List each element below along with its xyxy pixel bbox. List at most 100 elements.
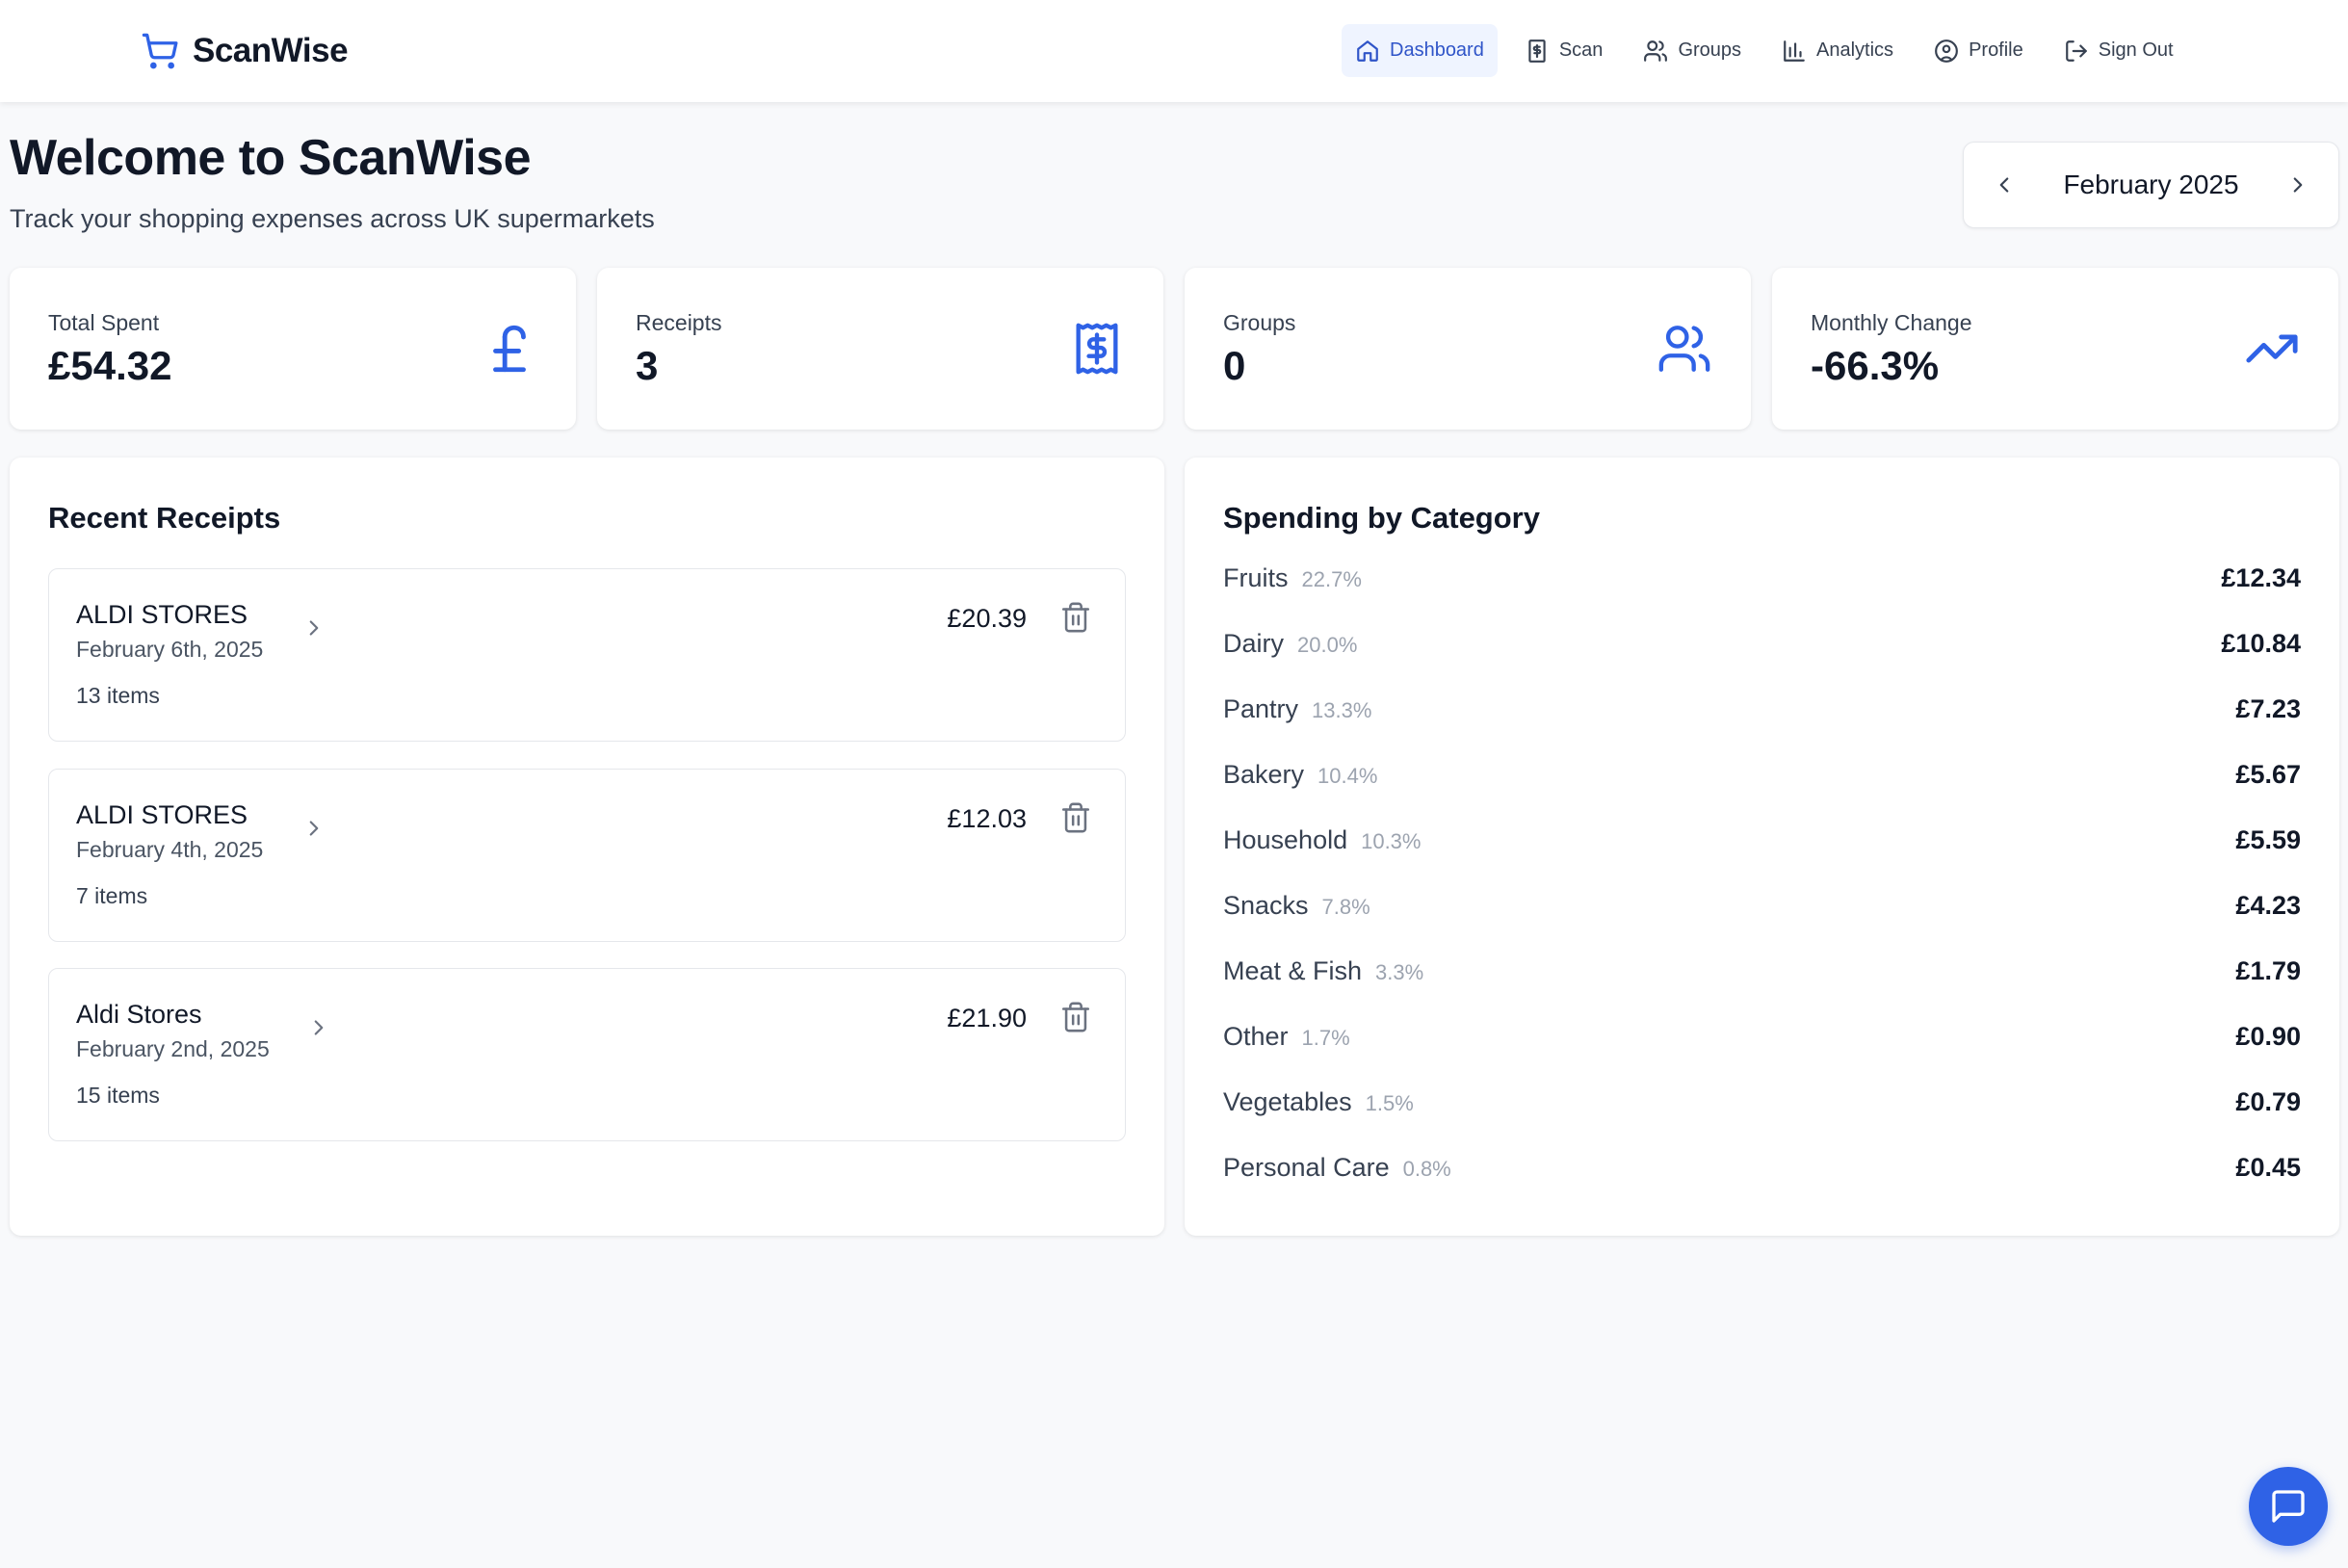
page-subtitle: Track your shopping expenses across UK s…: [10, 204, 655, 233]
receipt-card[interactable]: ALDI STORES February 6th, 2025 13 items …: [48, 568, 1126, 742]
brand-name: ScanWise: [193, 32, 349, 69]
nav-scan[interactable]: Scan: [1511, 24, 1617, 77]
category-row: Fruits 22.7% £12.34: [1223, 563, 2301, 602]
nav-sign-out-label: Sign Out: [2098, 39, 2174, 61]
trash-icon[interactable]: [1059, 1001, 1092, 1033]
category-row: Household 10.3% £5.59: [1223, 825, 2301, 864]
trending-up-icon: [2246, 334, 2298, 363]
category-row: Meat & Fish 3.3% £1.79: [1223, 956, 2301, 995]
stat-card-monthly-change: Monthly Change -66.3%: [1772, 268, 2338, 430]
receipt-dollar-icon: [1528, 39, 1546, 63]
category-amount: £10.84: [2221, 629, 2301, 658]
nav-analytics[interactable]: Analytics: [1768, 24, 1907, 77]
receipt-date: February 4th, 2025: [76, 837, 264, 862]
category-name: Bakery: [1223, 760, 1305, 789]
stat-card-groups: Groups 0: [1185, 268, 1751, 430]
category-amount: £4.23: [2235, 891, 2301, 920]
receipt-card[interactable]: Aldi Stores February 2nd, 2025 15 items …: [48, 968, 1126, 1141]
pound-sign-icon: [493, 325, 526, 373]
category-row: Pantry 13.3% £7.23: [1223, 694, 2301, 733]
category-name: Dairy: [1223, 629, 1285, 658]
receipt-item-count: 7 items: [76, 883, 148, 908]
month-label: February 2025: [2063, 170, 2239, 199]
spending-by-category-title: Spending by Category: [1223, 501, 1540, 535]
user-circle-icon: [1935, 39, 1958, 63]
stat-card-receipts: Receipts 3: [597, 268, 1163, 430]
category-row: Bakery 10.4% £5.67: [1223, 760, 2301, 798]
message-square-icon: [2272, 1490, 2305, 1523]
chat-button[interactable]: [2249, 1467, 2328, 1546]
nav-dashboard-label: Dashboard: [1390, 39, 1484, 61]
category-name: Meat & Fish: [1223, 956, 1363, 985]
nav-analytics-label: Analytics: [1816, 39, 1894, 61]
main-nav: Dashboard Scan Groups Analytics: [1342, 24, 2187, 77]
stat-card-total-spent: Total Spent £54.32: [10, 268, 576, 430]
users-icon: [1644, 39, 1668, 62]
receipt-store: ALDI STORES: [76, 800, 248, 829]
nav-dashboard[interactable]: Dashboard: [1342, 24, 1498, 77]
category-amount: £0.90: [2235, 1022, 2301, 1051]
receipt-item-count: 13 items: [76, 683, 160, 708]
chevron-right-icon: [2293, 177, 2303, 193]
stat-label: Groups: [1223, 310, 1296, 335]
bar-chart-icon: [1784, 39, 1805, 62]
category-name: Household: [1223, 825, 1348, 854]
category-amount: £5.67: [2235, 760, 2301, 789]
category-amount: £7.23: [2235, 694, 2301, 723]
receipt-amount: £12.03: [947, 804, 1027, 833]
category-percent: 0.8%: [1402, 1157, 1451, 1181]
nav-groups-label: Groups: [1678, 39, 1742, 61]
top-navbar: ScanWise Dashboard Scan Groups: [0, 0, 2348, 102]
category-row: Other 1.7% £0.90: [1223, 1022, 2301, 1060]
trash-icon[interactable]: [1059, 601, 1092, 634]
category-name: Other: [1223, 1022, 1289, 1051]
category-amount: £1.79: [2235, 956, 2301, 985]
chevron-right-icon[interactable]: [306, 1015, 331, 1040]
receipt-store: Aldi Stores: [76, 1000, 202, 1029]
category-amount: £5.59: [2235, 825, 2301, 854]
stat-value: -66.3%: [1811, 343, 1940, 388]
receipt-date: February 6th, 2025: [76, 637, 264, 662]
category-percent: 10.3%: [1361, 829, 1422, 853]
category-name: Pantry: [1223, 694, 1299, 723]
receipt-icon: [1076, 323, 1118, 375]
chevron-left-icon: [1999, 177, 2009, 193]
category-percent: 20.0%: [1297, 633, 1358, 657]
stat-value: 3: [636, 343, 659, 388]
category-row: Personal Care 0.8% £0.45: [1223, 1153, 2301, 1191]
previous-month-button[interactable]: [1991, 171, 2018, 198]
category-percent: 1.5%: [1365, 1091, 1414, 1115]
stat-label: Receipts: [636, 310, 722, 335]
category-percent: 3.3%: [1375, 960, 1424, 984]
users-icon: [1658, 326, 1710, 372]
chevron-right-icon[interactable]: [301, 816, 326, 841]
nav-sign-out[interactable]: Sign Out: [2050, 24, 2187, 77]
receipt-card[interactable]: ALDI STORES February 4th, 2025 7 items £…: [48, 769, 1126, 942]
recent-receipts-title: Recent Receipts: [48, 501, 281, 535]
category-name: Fruits: [1223, 563, 1289, 592]
category-percent: 13.3%: [1312, 698, 1372, 722]
category-name: Vegetables: [1223, 1087, 1352, 1116]
category-percent: 1.7%: [1301, 1026, 1350, 1050]
log-out-icon: [2065, 39, 2087, 62]
page-title: Welcome to ScanWise: [10, 130, 532, 186]
recent-receipts-panel: Recent Receipts ALDI STORES February 6th…: [10, 457, 1164, 1236]
nav-profile[interactable]: Profile: [1920, 24, 2037, 77]
receipt-date: February 2nd, 2025: [76, 1036, 270, 1061]
spending-by-category-panel: Spending by Category Fruits 22.7% £12.34…: [1185, 457, 2339, 1236]
category-row: Dairy 20.0% £10.84: [1223, 629, 2301, 667]
nav-scan-label: Scan: [1558, 39, 1604, 61]
category-percent: 7.8%: [1321, 895, 1370, 919]
month-picker: February 2025: [1963, 142, 2339, 228]
stat-value: 0: [1223, 343, 1246, 388]
category-amount: £0.45: [2235, 1153, 2301, 1182]
nav-groups[interactable]: Groups: [1630, 24, 1755, 77]
brand-logo[interactable]: ScanWise: [141, 29, 349, 73]
category-name: Snacks: [1223, 891, 1309, 920]
next-month-button[interactable]: [2284, 171, 2311, 198]
receipt-amount: £20.39: [947, 604, 1027, 633]
stat-label: Total Spent: [48, 310, 160, 335]
category-name: Personal Care: [1223, 1153, 1390, 1182]
chevron-right-icon[interactable]: [301, 615, 326, 640]
trash-icon[interactable]: [1059, 801, 1092, 834]
